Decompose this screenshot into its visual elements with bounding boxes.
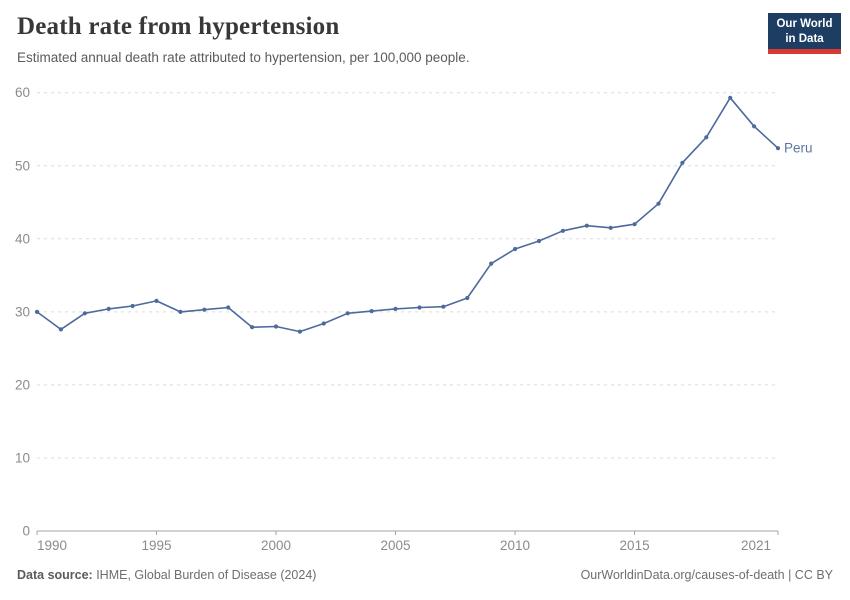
data-point-2004[interactable]: [369, 309, 374, 314]
data-point-1992[interactable]: [82, 311, 87, 316]
y-tick-label-50: 50: [15, 158, 30, 173]
data-source-label: Data source:: [17, 568, 93, 582]
data-point-2021[interactable]: [775, 146, 781, 151]
x-tick-label-2010: 2010: [500, 538, 530, 553]
data-source-text: IHME, Global Burden of Disease (2024): [92, 568, 317, 582]
data-point-2012[interactable]: [560, 228, 566, 233]
data-point-2009[interactable]: [489, 261, 494, 266]
data-point-2019[interactable]: [728, 95, 733, 100]
data-point-1991[interactable]: [58, 327, 64, 332]
data-point-1990[interactable]: [34, 309, 40, 314]
data-point-2001[interactable]: [297, 329, 302, 334]
owid-logo-line2: in Data: [785, 32, 824, 45]
y-tick-label-10: 10: [15, 450, 30, 465]
chart-subtitle: Estimated annual death rate attributed t…: [17, 50, 470, 65]
x-tick-label-2015: 2015: [620, 538, 650, 553]
chart-title: Death rate from hypertension: [17, 13, 340, 40]
y-tick-label-60: 60: [15, 85, 30, 100]
data-point-2007[interactable]: [441, 304, 446, 309]
data-point-2014[interactable]: [608, 225, 613, 230]
owid-logo-line1: Our World: [776, 18, 833, 30]
data-point-2013[interactable]: [584, 223, 589, 228]
chart-header: Death rate from hypertension Estimated a…: [17, 12, 755, 65]
y-tick-label-30: 30: [15, 304, 30, 319]
y-tick-label-0: 0: [22, 524, 30, 539]
data-point-2020[interactable]: [752, 124, 757, 129]
chart-footer: Data source: IHME, Global Burden of Dise…: [17, 568, 833, 582]
series-end-label-peru[interactable]: Peru: [784, 141, 813, 156]
x-tick-label-2021: 2021: [741, 538, 771, 553]
data-point-2011[interactable]: [536, 238, 542, 244]
data-point-2017[interactable]: [680, 160, 685, 165]
data-point-2016[interactable]: [656, 201, 661, 206]
data-point-1998[interactable]: [226, 305, 231, 310]
data-point-1993[interactable]: [106, 306, 111, 311]
credit-link[interactable]: OurWorldinData.org/causes-of-death | CC …: [580, 568, 833, 582]
x-tick-label-1995: 1995: [141, 538, 171, 553]
data-point-2010[interactable]: [513, 246, 518, 252]
data-point-1996[interactable]: [178, 309, 183, 314]
data-point-2003[interactable]: [345, 311, 350, 316]
data-point-2018[interactable]: [704, 135, 709, 140]
data-point-2002[interactable]: [321, 321, 326, 326]
x-tick-label-2000: 2000: [261, 538, 291, 553]
x-tick-label-2005: 2005: [381, 538, 411, 553]
data-point-2008[interactable]: [465, 295, 470, 301]
data-point-1994[interactable]: [130, 303, 135, 309]
data-source: Data source: IHME, Global Burden of Dise…: [17, 568, 316, 582]
data-point-2005[interactable]: [393, 306, 398, 311]
data-point-2000[interactable]: [273, 324, 279, 329]
y-tick-label-20: 20: [15, 377, 30, 392]
data-point-2006[interactable]: [417, 305, 422, 310]
data-point-1997[interactable]: [202, 307, 207, 312]
owid-logo[interactable]: Our World in Data: [768, 13, 841, 55]
x-tick-label-1990: 1990: [37, 538, 67, 553]
series-line-peru[interactable]: [36, 97, 779, 333]
data-point-1999[interactable]: [250, 325, 255, 330]
y-tick-label-40: 40: [15, 231, 30, 246]
data-point-1995[interactable]: [154, 298, 159, 303]
data-point-2015[interactable]: [632, 222, 637, 227]
